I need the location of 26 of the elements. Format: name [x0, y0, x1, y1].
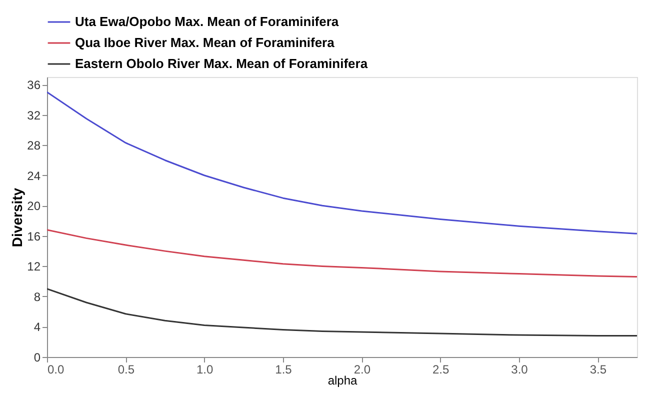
- line-series: [47, 91, 637, 234]
- x-tick-label: 0.5: [118, 362, 135, 376]
- x-tick-label: 3.5: [590, 362, 607, 376]
- y-tick-label: 16: [27, 229, 41, 244]
- x-tick-label: 2.0: [354, 362, 371, 376]
- x-tick-label: 1.0: [196, 362, 214, 376]
- line-series: [47, 229, 637, 278]
- y-tick-label: 28: [27, 138, 41, 153]
- x-tick-label: 2.5: [432, 362, 450, 376]
- x-tick-label: 1.5: [275, 362, 292, 376]
- y-tick-label: 8: [34, 290, 41, 304]
- y-tick-label: 12: [27, 260, 41, 274]
- y-tick-label: 0: [34, 350, 41, 364]
- x-tick-label: 3.0: [511, 362, 528, 376]
- y-tick-label: 4: [34, 320, 41, 334]
- legend-label: Uta Ewa/Opobo Max. Mean of Foraminifera: [75, 14, 340, 29]
- x-tick-label: 0.0: [48, 362, 65, 376]
- y-tick-label: 36: [27, 78, 41, 92]
- y-tick-label: 32: [27, 108, 41, 122]
- y-tick-label: 20: [27, 199, 41, 214]
- y-axis-title: Diversity: [9, 188, 26, 248]
- legend-label: Qua Iboe River Max. Mean of Foraminifera: [75, 35, 336, 50]
- x-axis-title: alpha: [328, 374, 358, 388]
- line-series: [47, 288, 637, 337]
- legend-label: Eastern Obolo River Max. Mean of Foraminifera: [75, 56, 368, 71]
- y-tick-label: 24: [27, 168, 41, 183]
